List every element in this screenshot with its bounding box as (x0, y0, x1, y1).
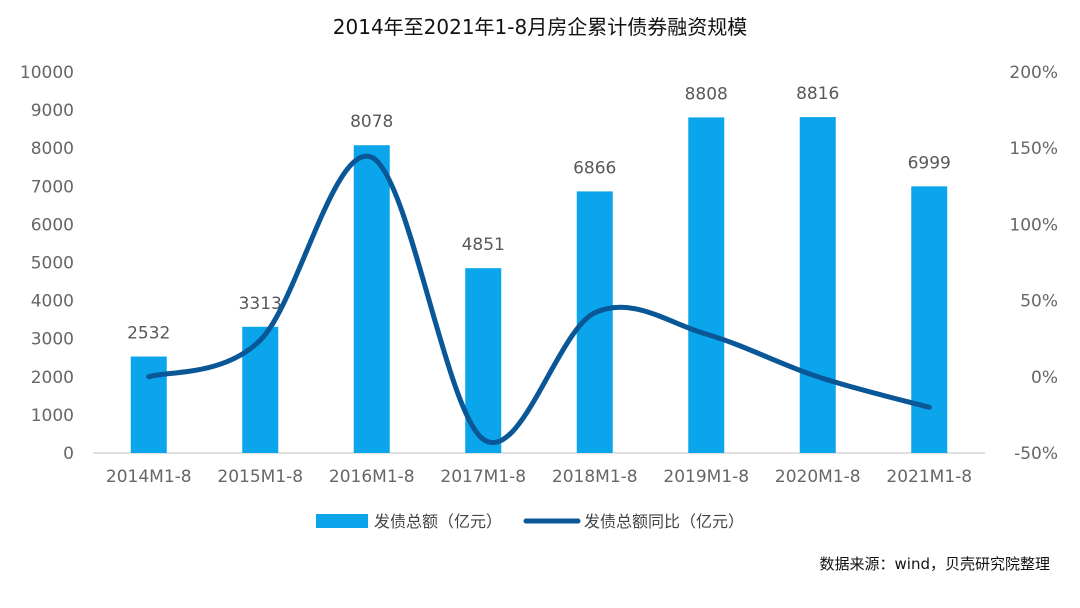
x-tick-label: 2021M1-8 (886, 467, 972, 487)
right-tick-label: 50% (1020, 292, 1058, 312)
bar-data-label: 2532 (127, 324, 170, 344)
right-tick-label: 200% (1009, 63, 1058, 83)
bar-data-label: 4851 (462, 235, 505, 255)
line-series (146, 153, 932, 445)
right-tick-label: -50% (1014, 444, 1058, 464)
x-tick-label: 2016M1-8 (329, 467, 415, 487)
left-tick-label: 0 (63, 444, 74, 464)
left-tick-label: 9000 (31, 101, 74, 121)
bar (242, 326, 279, 453)
x-tick-label: 2018M1-8 (552, 467, 638, 487)
left-axis-ticks: 0 1000 2000 3000 4000 5000 6000 7000 8000 9000 100… (20, 63, 74, 464)
bar-data-label: 8808 (685, 84, 728, 104)
bar (688, 117, 725, 454)
legend-bar-label: 发债总额（亿元） (374, 512, 502, 531)
bar-data-label: 8816 (796, 84, 839, 104)
bar-series (130, 117, 948, 454)
left-tick-label: 4000 (31, 292, 74, 312)
x-tick-label: 2020M1-8 (775, 467, 861, 487)
left-tick-label: 10000 (20, 63, 74, 83)
left-tick-label: 8000 (31, 139, 74, 159)
x-axis-ticks: 2014M1-8 2015M1-8 2016M1-8 2017M1-8 2018M1-8… (106, 467, 972, 487)
source-note: 数据来源：wind，贝壳研究院整理 (820, 555, 1050, 573)
x-tick-label: 2017M1-8 (440, 467, 526, 487)
legend-bar-swatch (316, 514, 368, 528)
left-tick-label: 2000 (31, 368, 74, 388)
left-tick-label: 1000 (31, 406, 74, 426)
legend-line-label: 发债总额同比（亿元） (584, 512, 744, 531)
right-tick-label: 0% (1031, 368, 1058, 388)
bar-data-label: 6999 (908, 153, 951, 173)
left-tick-label: 7000 (31, 177, 74, 197)
bar-data-label: 3313 (239, 294, 282, 314)
right-axis-ticks: -50% 0% 50% 100% 150% 200% (1009, 63, 1058, 464)
left-tick-label: 3000 (31, 330, 74, 350)
right-tick-label: 100% (1009, 215, 1058, 235)
legend: 发债总额（亿元） 发债总额同比（亿元） (316, 512, 744, 531)
line-path (146, 153, 932, 445)
right-tick-label: 150% (1009, 139, 1058, 159)
left-tick-label: 6000 (31, 215, 74, 235)
x-tick-label: 2019M1-8 (663, 467, 749, 487)
x-tick-label: 2014M1-8 (106, 467, 192, 487)
bar (353, 145, 390, 453)
left-tick-label: 5000 (31, 254, 74, 274)
chart-title: 2014年至2021年1-8月房企累计债券融资规模 (333, 15, 747, 39)
bar-data-label: 8078 (350, 112, 393, 132)
bar (799, 117, 836, 453)
bar-data-label: 6866 (573, 158, 616, 178)
bar (130, 356, 167, 453)
bar-data-labels: 2532 3313 8078 4851 6866 8808 8816 6999 (127, 84, 951, 343)
x-tick-label: 2015M1-8 (217, 467, 303, 487)
bar (911, 186, 948, 453)
